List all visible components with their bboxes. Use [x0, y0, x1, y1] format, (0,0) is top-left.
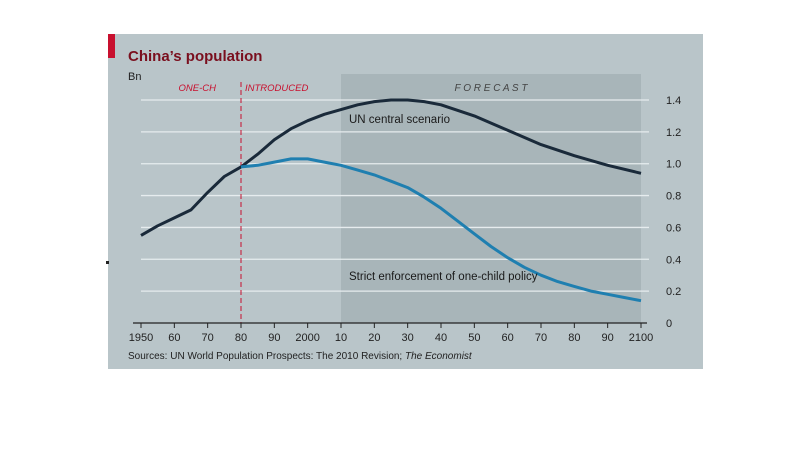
y-tick-label: 0.6: [666, 222, 681, 234]
source-note: Sources: UN World Population Prospects: …: [128, 351, 473, 362]
y-tick-label: 1.0: [666, 159, 681, 171]
series-label-un-central: UN central scenario: [349, 114, 450, 126]
x-tick-label: 80: [568, 332, 580, 344]
y-tick-label: 0.2: [666, 286, 681, 298]
chart-title: China’s population: [128, 48, 262, 65]
series-line-un-central: [140, 98, 642, 237]
series-line-strict-enforcement: [240, 157, 642, 303]
x-tick-label: 60: [502, 332, 514, 344]
forecast-shade: [341, 74, 641, 323]
x-tick-label: 20: [368, 332, 380, 344]
x-tick-label: 40: [435, 332, 447, 344]
y-tick-label: 0.8: [666, 191, 681, 203]
x-tick-label: 2100: [629, 332, 653, 344]
x-tick-labels: 1950 60 70 80 90 2000 10 20 30 40 50 60 70 80 90 2100: [129, 332, 653, 344]
chart-panel: China’s population Bn 0 0.2 0.4 0.6 0.8 1.0 1.…: [108, 34, 703, 369]
forecast-label: F O R E C A S T: [455, 83, 529, 94]
policy-label-left: ONE-CH: [179, 83, 217, 94]
y-tick-label: 1.4: [666, 95, 681, 107]
y-tick-label: 0: [666, 318, 672, 330]
source-note-italic: The Economist: [405, 351, 473, 362]
x-tick-label: 50: [468, 332, 480, 344]
x-tick-label: 60: [168, 332, 180, 344]
x-tick-label: 70: [535, 332, 547, 344]
x-tick-label: 90: [268, 332, 280, 344]
x-tick-label: 1950: [129, 332, 153, 344]
x-tick-label: 2000: [295, 332, 319, 344]
source-note-text: Sources: UN World Population Prospects: …: [128, 351, 405, 362]
x-tick-label: 30: [402, 332, 414, 344]
unit-label: Bn: [128, 71, 141, 83]
policy-label-right: INTRODUCED: [245, 83, 308, 94]
x-tick-label: 70: [202, 332, 214, 344]
gridlines: [141, 99, 649, 292]
x-tick-label: 80: [235, 332, 247, 344]
title-accent-bar: [108, 34, 115, 58]
x-tick-label: 10: [335, 332, 347, 344]
x-tick-label: 90: [602, 332, 614, 344]
y-tick-labels: 0 0.2 0.4 0.6 0.8 1.0 1.2 1.4: [666, 95, 681, 330]
edge-marker: [106, 261, 109, 264]
y-tick-label: 0.4: [666, 254, 681, 266]
population-chart: China’s population Bn 0 0.2 0.4 0.6 0.8 1.0 1.…: [108, 34, 703, 369]
series-label-strict-enforcement: Strict enforcement of one-child policy: [349, 271, 538, 283]
y-tick-label: 1.2: [666, 127, 681, 139]
x-tick-marks: [140, 323, 642, 328]
